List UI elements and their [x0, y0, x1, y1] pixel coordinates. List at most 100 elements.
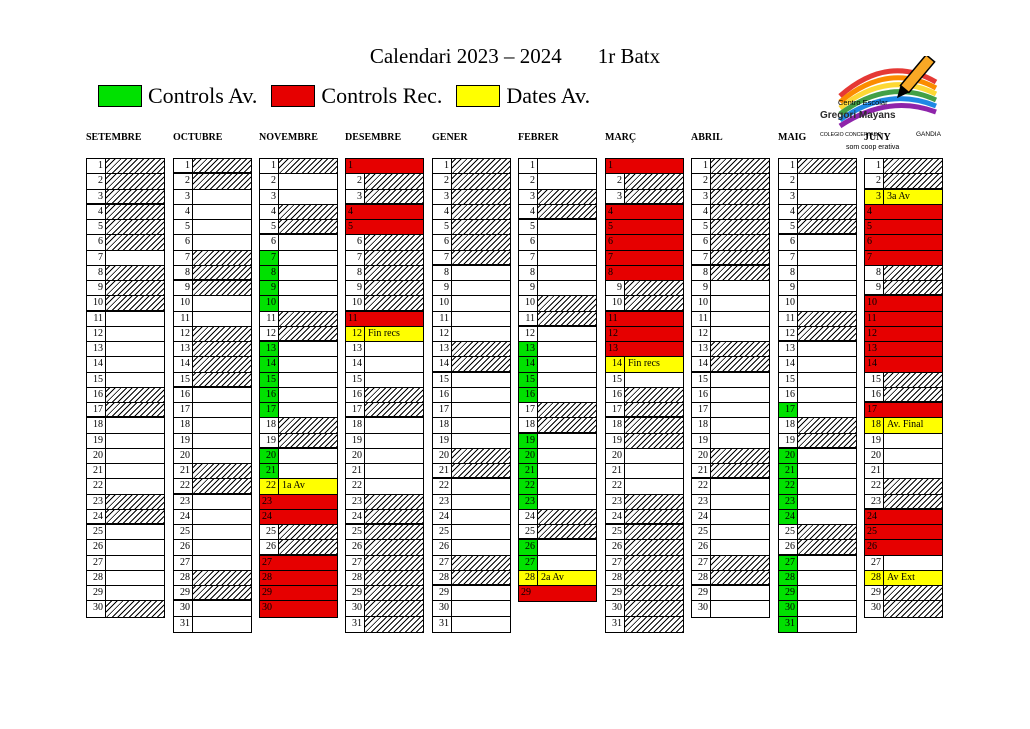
day-row: 25: [260, 525, 337, 541]
month-header: MARÇ: [605, 132, 637, 143]
day-cell: [106, 586, 164, 600]
day-cell: [538, 220, 596, 234]
day-number: 5: [87, 220, 106, 235]
day-cell: [279, 373, 337, 387]
day-cell: [279, 235, 337, 249]
day-row: 2: [606, 174, 683, 190]
day-row: 22: [519, 479, 596, 495]
day-row: 27: [606, 555, 683, 571]
day-row: 11: [346, 311, 423, 327]
day-hatched-cell: [884, 601, 942, 617]
day-cell: [193, 449, 251, 463]
day-number: 2: [519, 174, 538, 189]
day-cell: [452, 601, 510, 615]
day-number: 18: [433, 418, 452, 433]
day-row: 23: [174, 494, 251, 510]
day-row: 9: [433, 281, 510, 297]
day-number: 26: [346, 540, 365, 555]
day-row: 20: [692, 448, 769, 464]
day-hatched-cell: [365, 403, 423, 417]
day-hatched-cell: [193, 357, 251, 372]
day-hatched-cell: [106, 601, 164, 617]
day-row: 23: [692, 494, 769, 510]
day-cell: [538, 251, 596, 265]
day-hatched-cell: [452, 464, 510, 478]
day-number: 11: [606, 311, 683, 326]
day-row: 18: [606, 418, 683, 434]
day-number: 1: [692, 159, 711, 174]
day-row: 16: [260, 387, 337, 403]
day-hatched-cell: [798, 326, 856, 340]
day-row: 5: [606, 220, 683, 236]
day-row: 29: [260, 586, 337, 602]
day-number: 5: [779, 220, 798, 234]
day-row: 21: [260, 464, 337, 480]
day-row: 22: [692, 479, 769, 495]
day-row: 7: [519, 250, 596, 266]
day-number: 2: [692, 174, 711, 189]
day-number: 7: [174, 250, 193, 265]
day-number: 4: [519, 204, 538, 218]
day-cell: [538, 235, 596, 249]
day-hatched-cell: [711, 174, 769, 189]
day-number: 22: [606, 479, 625, 494]
day-number: 26: [260, 540, 279, 554]
day-row: 19: [346, 433, 423, 449]
day-row: 17: [519, 403, 596, 419]
day-row: 18 Av. Final: [865, 418, 942, 434]
day-row: 21: [87, 464, 164, 480]
day-row: 6: [433, 235, 510, 251]
day-cell: [193, 510, 251, 524]
day-number: 20: [606, 448, 625, 463]
day-number: 30: [606, 601, 625, 616]
day-number: 29: [346, 586, 365, 601]
day-hatched-cell: [625, 586, 683, 601]
day-hatched-cell: [625, 494, 683, 509]
day-number: 7: [606, 250, 683, 265]
day-number: 13: [519, 342, 538, 357]
day-hatched-cell: [625, 296, 683, 310]
day-number: 13: [260, 342, 279, 357]
day-hatched-cell: [452, 555, 510, 570]
day-row: 4: [606, 204, 683, 220]
day-cell: [193, 525, 251, 539]
day-number: 16: [174, 387, 193, 402]
day-hatched-cell: [365, 494, 423, 509]
day-number: 6: [260, 235, 279, 250]
day-row: 26: [779, 540, 856, 556]
day-row: 28: [346, 570, 423, 586]
day-number: 15: [260, 372, 279, 387]
day-hatched-cell: [106, 220, 164, 235]
day-row: 15: [174, 372, 251, 388]
day-hatched-cell: [365, 555, 423, 570]
day-cell: [193, 617, 251, 632]
day-number: 18: [692, 418, 711, 433]
day-row: 1: [779, 159, 856, 175]
day-number: 20: [779, 448, 798, 463]
day-row: 24: [606, 509, 683, 525]
day-row: 30: [87, 601, 164, 617]
day-cell: [538, 174, 596, 188]
day-number: 21: [174, 464, 193, 479]
day-row: 30: [606, 601, 683, 617]
day-hatched-cell: [625, 601, 683, 616]
day-hatched-cell: [711, 204, 769, 219]
day-row: 15: [87, 372, 164, 388]
day-cell: [884, 556, 942, 570]
day-hatched-cell: [884, 586, 942, 601]
day-number: 9: [260, 281, 279, 296]
day-cell: [365, 449, 423, 463]
day-number: 19: [779, 433, 798, 447]
day-cell: [279, 403, 337, 417]
day-number: 6: [174, 235, 193, 250]
day-hatched-cell: [279, 418, 337, 433]
day-number: 23: [433, 494, 452, 509]
day-cell: [625, 464, 683, 478]
day-hatched-cell: [452, 174, 510, 189]
day-number: 29: [433, 586, 452, 601]
month-column: 1 2 3 4 5 6 7 8 9 10 11 12 13 14 15 16 17 18 19 20 21 22 1a Av…: [259, 158, 338, 618]
day-row: 30: [174, 601, 251, 617]
day-cell: [279, 174, 337, 188]
day-cell: [798, 586, 856, 600]
day-cell: [452, 586, 510, 600]
